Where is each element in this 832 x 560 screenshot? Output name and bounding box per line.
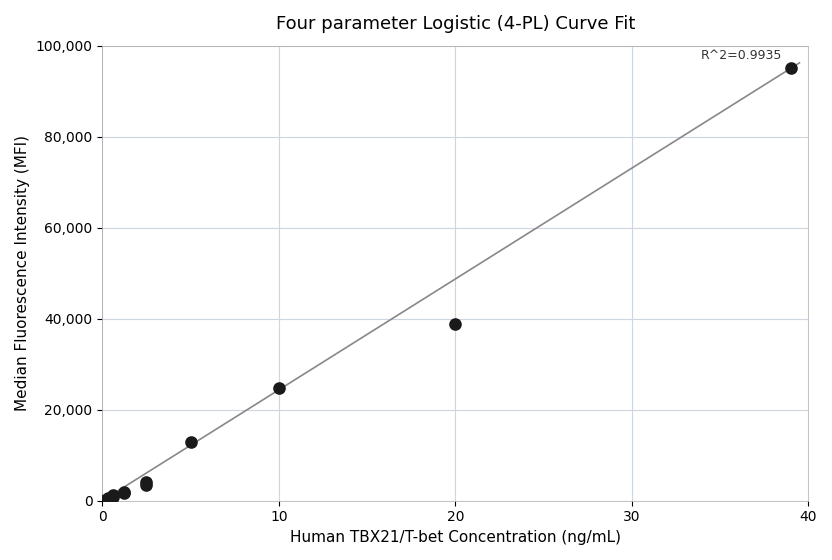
Point xyxy=(102,494,115,503)
Point xyxy=(784,64,797,73)
Point xyxy=(184,438,197,447)
Y-axis label: Median Fluorescence Intensity (MFI): Median Fluorescence Intensity (MFI) xyxy=(15,135,30,411)
Point xyxy=(448,320,462,329)
Point xyxy=(106,492,120,501)
Point xyxy=(117,489,131,498)
X-axis label: Human TBX21/T-bet Concentration (ng/mL): Human TBX21/T-bet Concentration (ng/mL) xyxy=(290,530,621,545)
Point xyxy=(140,477,153,486)
Point xyxy=(117,487,131,496)
Point xyxy=(98,496,111,505)
Point xyxy=(272,384,285,393)
Text: R^2=0.9935: R^2=0.9935 xyxy=(701,49,782,62)
Point xyxy=(106,491,120,500)
Point xyxy=(140,480,153,489)
Title: Four parameter Logistic (4-PL) Curve Fit: Four parameter Logistic (4-PL) Curve Fit xyxy=(275,15,635,33)
